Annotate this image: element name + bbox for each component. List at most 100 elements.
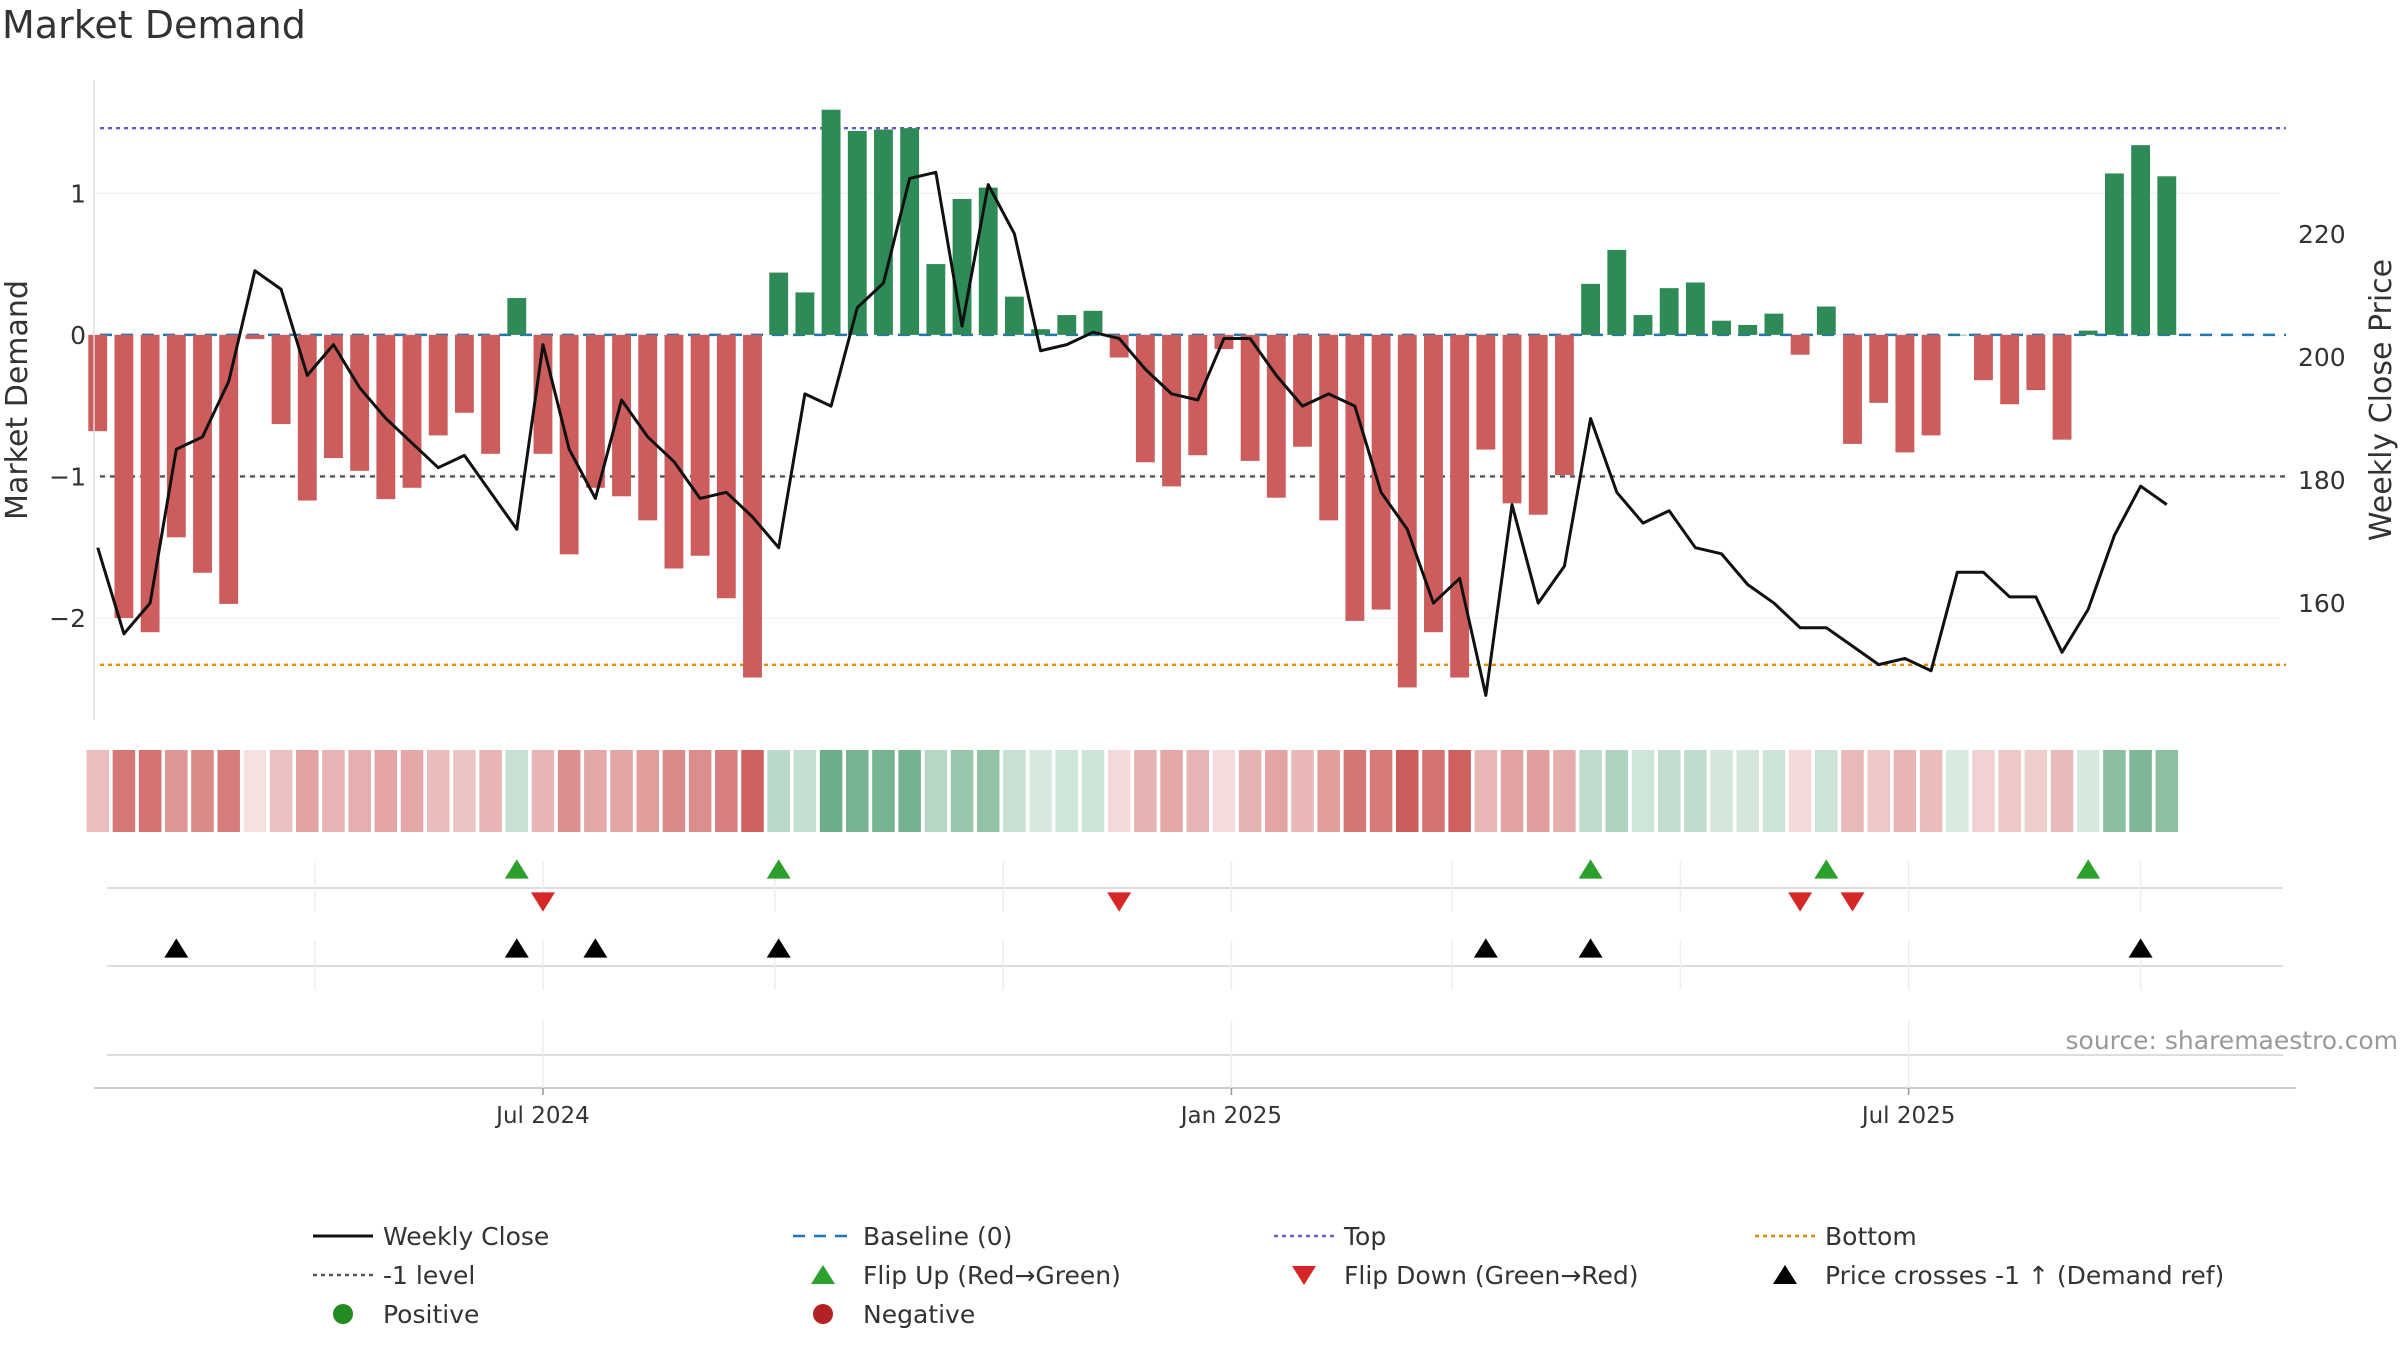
negative-bar bbox=[1843, 334, 1862, 444]
positive-bar bbox=[1738, 324, 1758, 335]
price-cross-marker bbox=[583, 938, 608, 958]
negative-bar bbox=[1240, 334, 1260, 461]
negative-bar bbox=[481, 334, 501, 454]
strip-cell bbox=[296, 750, 319, 832]
negative-bar bbox=[1790, 334, 1810, 355]
strip-cell bbox=[2103, 750, 2126, 832]
negative-bar bbox=[1162, 334, 1181, 487]
strip-cell bbox=[1893, 750, 1917, 832]
strip-cell bbox=[1762, 750, 1786, 832]
strip-cell bbox=[86, 750, 109, 832]
negative-bar bbox=[297, 334, 317, 501]
negative-bar bbox=[428, 334, 448, 436]
y-axis-label: Market Demand bbox=[0, 280, 35, 520]
chart-title: Market Demand bbox=[2, 3, 306, 47]
strip-cell bbox=[1265, 750, 1288, 832]
flip-down-marker bbox=[1788, 892, 1813, 912]
negative-bar bbox=[1424, 334, 1443, 633]
legend-label: -1 level bbox=[383, 1261, 475, 1290]
positive-bar bbox=[2104, 173, 2124, 335]
strip-cell bbox=[1788, 750, 1812, 832]
strip-cell bbox=[505, 750, 529, 832]
flip-up-marker bbox=[504, 859, 529, 879]
strip-cell bbox=[793, 750, 817, 832]
legend-swatch-circle bbox=[333, 1304, 353, 1324]
x-tick-label: Jan 2025 bbox=[1179, 1103, 1282, 1129]
x-tick-label: Jul 2024 bbox=[494, 1103, 590, 1129]
strip-cell bbox=[557, 750, 581, 832]
negative-bar bbox=[193, 334, 212, 573]
positive-bar bbox=[900, 128, 920, 335]
strip-cell bbox=[1160, 750, 1183, 832]
legend-label: Flip Down (Green→Red) bbox=[1344, 1261, 1639, 1290]
positive-bar bbox=[795, 292, 815, 335]
negative-bar bbox=[402, 334, 422, 488]
negative-bar bbox=[1188, 334, 1208, 456]
positive-bar bbox=[847, 130, 867, 335]
strip-cell bbox=[819, 750, 843, 832]
strip-cell bbox=[1579, 750, 1602, 832]
strip-cell bbox=[950, 750, 974, 832]
positive-bar bbox=[821, 109, 841, 335]
negative-bar bbox=[1319, 334, 1339, 521]
positive-bar bbox=[1607, 249, 1627, 335]
strip-cell bbox=[1369, 750, 1393, 832]
y2-tick-label: 180 bbox=[2298, 466, 2346, 495]
x-tick-label: Jul 2025 bbox=[1860, 1103, 1956, 1129]
price-cross-marker bbox=[766, 938, 791, 958]
negative-bar bbox=[612, 334, 631, 497]
positive-bar bbox=[2131, 145, 2151, 335]
positive-bar bbox=[1004, 296, 1024, 335]
strip-cell bbox=[1972, 750, 1995, 832]
flip-up-marker bbox=[1578, 859, 1603, 879]
negative-bar bbox=[2052, 334, 2072, 440]
y2-tick-label: 200 bbox=[2298, 343, 2346, 372]
positive-bar bbox=[1083, 310, 1103, 335]
strip-cell bbox=[479, 750, 502, 832]
negative-bar bbox=[2026, 334, 2046, 391]
positive-bar bbox=[507, 298, 527, 335]
strip-cell bbox=[1396, 750, 1419, 832]
positive-bar bbox=[2078, 330, 2098, 335]
y-tick-label: 0 bbox=[70, 321, 86, 350]
strip-cell bbox=[1841, 750, 1864, 832]
strip-cell bbox=[1029, 750, 1052, 832]
y2-tick-label: 160 bbox=[2298, 589, 2346, 618]
negative-bar bbox=[1293, 334, 1312, 447]
y-tick-label: −2 bbox=[49, 604, 86, 633]
strip-cell bbox=[1500, 750, 1524, 832]
negative-bar bbox=[1450, 334, 1470, 678]
strip-cell bbox=[2076, 750, 2100, 832]
positive-bar bbox=[1659, 288, 1679, 335]
y-tick-label: 1 bbox=[70, 179, 86, 208]
strip-cell bbox=[1919, 750, 1943, 832]
strip-cell bbox=[688, 750, 712, 832]
strip-cell bbox=[1657, 750, 1681, 832]
strip-cell bbox=[348, 750, 371, 832]
negative-bar bbox=[743, 334, 762, 678]
negative-bar bbox=[690, 334, 710, 556]
legend: Weekly Close Baseline (0) Top Bottom -1 leve… bbox=[313, 1222, 2224, 1329]
positive-bar bbox=[874, 129, 893, 335]
negative-bar bbox=[219, 334, 239, 604]
price-cross-marker bbox=[1473, 938, 1498, 958]
legend-swatch-circle bbox=[813, 1304, 833, 1324]
negative-bar bbox=[664, 334, 684, 569]
strip-cell bbox=[662, 750, 686, 832]
positive-bar bbox=[1712, 320, 1731, 335]
positive-bar bbox=[978, 187, 998, 335]
legend-label: Negative bbox=[863, 1300, 975, 1329]
strip-cell bbox=[636, 750, 659, 832]
positive-bar bbox=[1581, 283, 1601, 335]
negative-bar bbox=[1397, 334, 1417, 688]
price-cross-marker bbox=[1578, 938, 1603, 958]
strip-cell bbox=[1998, 750, 2021, 832]
price-cross-marker bbox=[504, 938, 529, 958]
signal-markers: Jul 2024 Jan 2025 Jul 2025 bbox=[94, 859, 2296, 1129]
negative-bar bbox=[1554, 334, 1574, 476]
negative-bar bbox=[1371, 334, 1391, 610]
demand-bars bbox=[88, 109, 2177, 688]
y-tick-label: −1 bbox=[49, 462, 86, 491]
